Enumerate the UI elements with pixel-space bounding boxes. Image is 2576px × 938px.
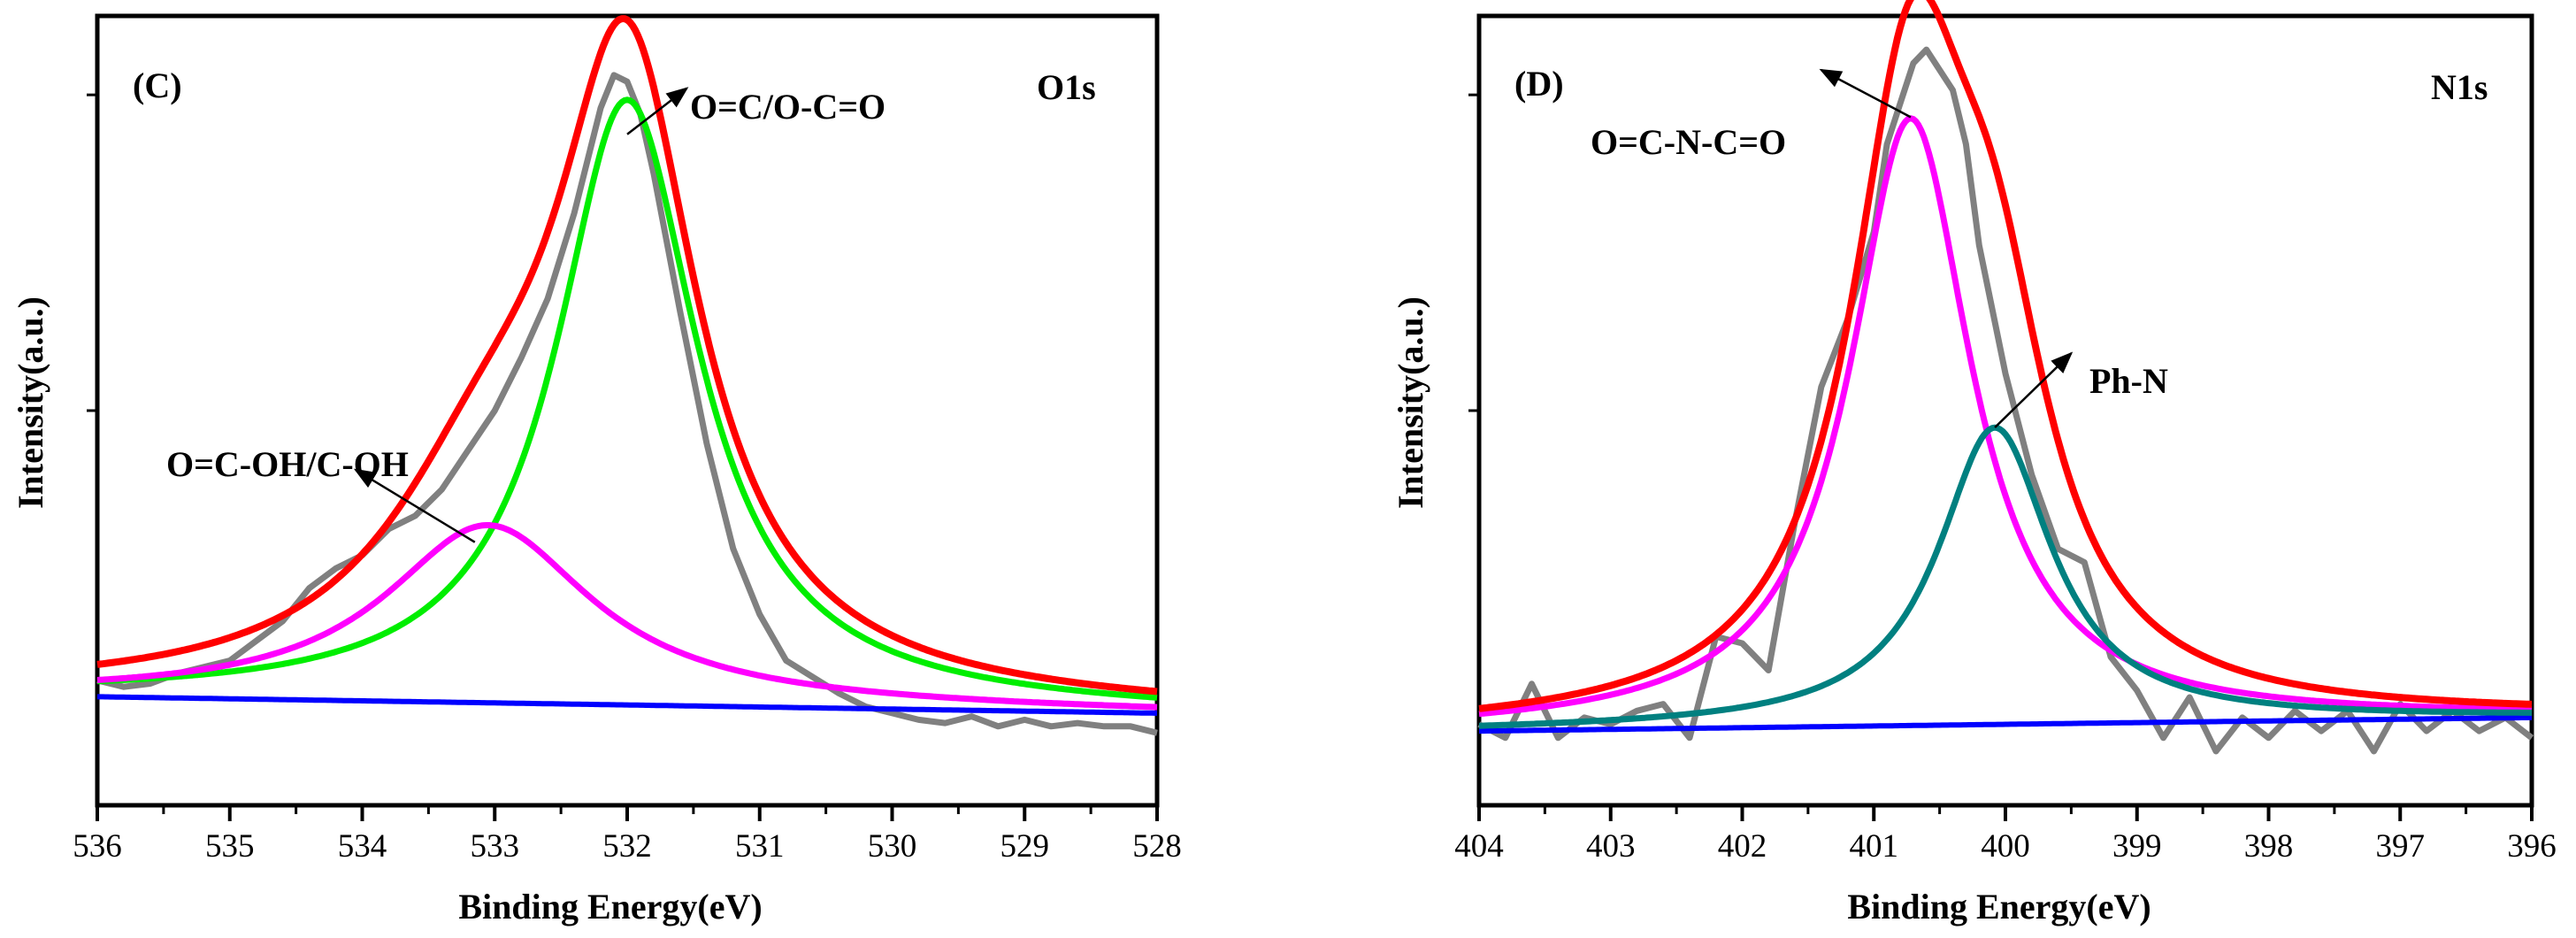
annotation-label: O=C/O-C=O: [690, 87, 886, 127]
x-tick-label: 532: [602, 828, 652, 865]
x-tick-label: 403: [1586, 828, 1636, 865]
x-tick-label: 536: [73, 828, 122, 865]
x-tick-label: 535: [205, 828, 255, 865]
x-tick-label: 531: [735, 828, 785, 865]
chart-panel-c: 536 535 534 533 532 531 530 529 528 (C) O1s Bind…: [11, 13, 1182, 926]
region-label: N1s: [2431, 67, 2488, 107]
x-tick-label: 398: [2244, 828, 2294, 865]
raw-data-line: [96, 72, 1158, 736]
x-tick-label: 400: [1981, 828, 2030, 865]
x-axis-label: Binding Energy(eV): [1847, 887, 2150, 926]
x-tick-label: 401: [1850, 828, 1899, 865]
annotation-arrow: [1819, 68, 1912, 119]
x-tick-label: 528: [1132, 828, 1182, 865]
baseline-line: [97, 694, 1157, 716]
baseline-line: [1479, 714, 2532, 734]
envelope-line: [96, 15, 1158, 696]
annotation-label: O=C-OH/C-OH: [166, 444, 409, 484]
chart-panel-d: 404 403 402 401 400 399 398 397 396 (D) N1s Bind…: [1391, 0, 2557, 926]
panel-label: (D): [1514, 64, 1564, 104]
annotation-label: Ph-N: [2089, 361, 2168, 401]
x-axis: 536 535 534 533 532 531 530 529 528: [73, 805, 1182, 865]
annotation-label: O=C-N-C=O: [1591, 122, 1786, 162]
x-tick-label: 404: [1454, 828, 1504, 865]
x-tick-label: 529: [1000, 828, 1050, 865]
x-tick-label: 534: [338, 828, 387, 865]
x-axis: 404 403 402 401 400 399 398 397 396: [1454, 805, 2557, 865]
annotation-arrow: [626, 87, 689, 135]
x-tick-label: 397: [2376, 828, 2426, 865]
fit-peak-line-1: [96, 96, 1158, 701]
envelope-line: [1478, 0, 2533, 712]
fit-peak-line-2: [96, 522, 1158, 711]
plot-area: [96, 15, 1158, 736]
x-tick-label: 399: [2112, 828, 2162, 865]
fit-peak-line-1: [1478, 115, 2533, 718]
y-axis-tick-marks: [1468, 93, 1479, 412]
x-tick-label: 530: [868, 828, 917, 865]
x-tick-label: 402: [1718, 828, 1767, 865]
panel-label: (C): [133, 65, 182, 105]
x-tick-label: 396: [2507, 828, 2557, 865]
y-axis-label: Intensity(a.u.): [11, 296, 50, 509]
region-label: O1s: [1037, 67, 1096, 107]
annotation-arrow: [1994, 351, 2074, 428]
annotation-arrow: [353, 468, 476, 543]
x-tick-label: 533: [471, 828, 520, 865]
fit-peak-line-2: [1478, 424, 2533, 729]
plot-area: [1477, 0, 2534, 755]
y-axis-label: Intensity(a.u.): [1391, 296, 1430, 509]
y-axis-tick-marks: [87, 93, 97, 412]
x-axis-label: Binding Energy(eV): [458, 887, 762, 926]
